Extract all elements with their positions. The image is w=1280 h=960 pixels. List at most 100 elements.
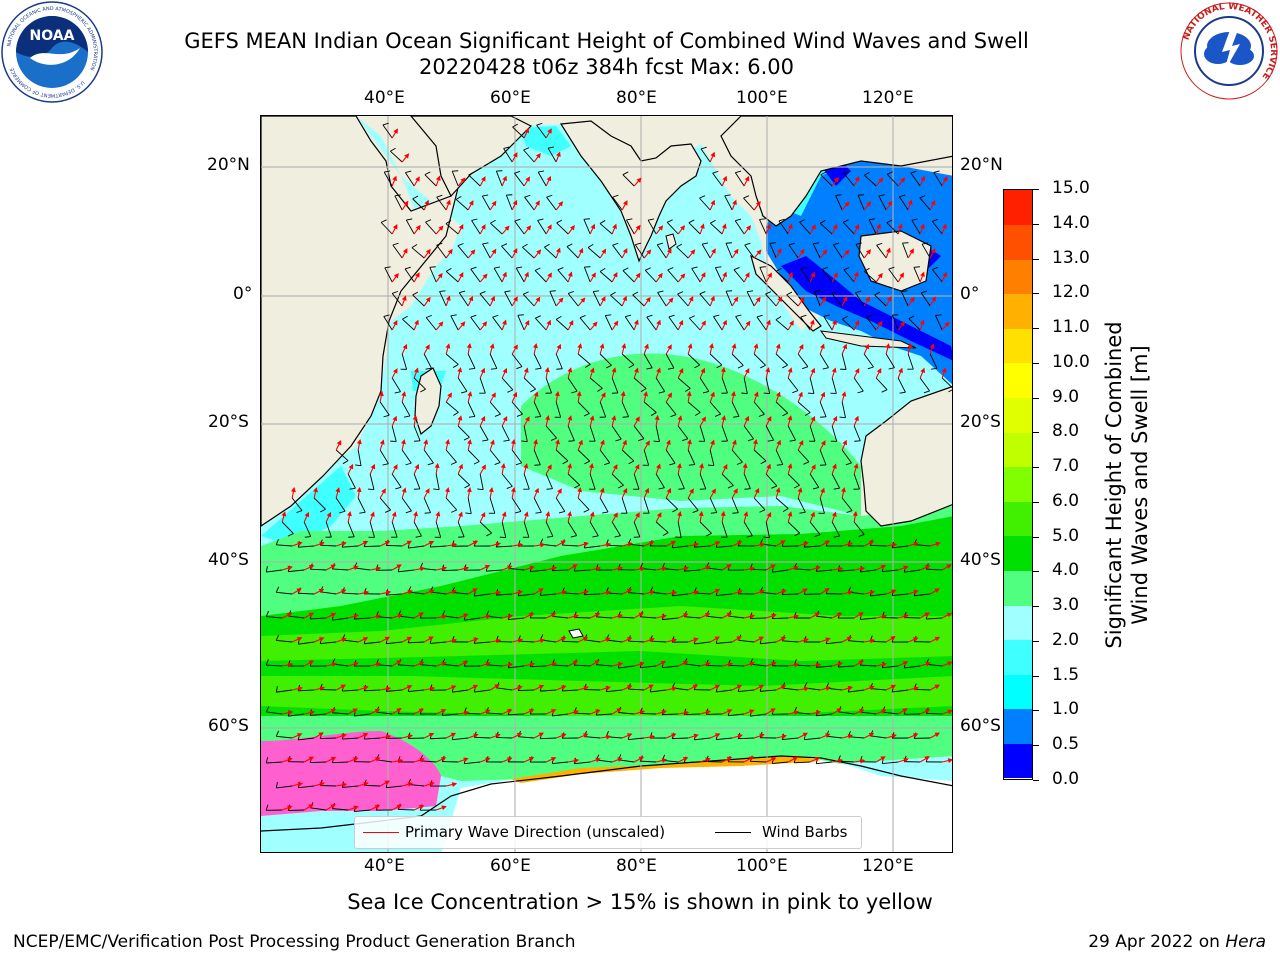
colorbar-tick-label: 6.0	[1052, 490, 1080, 511]
wind-barb	[621, 353, 635, 369]
wave-direction-arrowhead	[836, 708, 842, 713]
wave-direction-arrowhead	[841, 487, 846, 493]
wave-direction-arrowhead	[423, 439, 429, 445]
wave-direction-arrowhead	[722, 464, 728, 470]
wave-direction-arrowhead	[656, 367, 661, 373]
wind-barb	[818, 497, 825, 514]
wave-direction-arrowhead	[714, 541, 721, 546]
colorbar-segment	[1004, 743, 1032, 779]
wave-direction-arrowhead	[353, 661, 359, 667]
wave-direction-arrowhead	[573, 758, 580, 764]
wind-barb	[807, 377, 815, 394]
wind-barb	[457, 521, 465, 538]
wave-direction-arrowhead	[726, 612, 733, 618]
wave-direction-arrowhead	[375, 661, 381, 667]
wave-direction-arrowhead	[668, 297, 674, 303]
wave-direction-arrowhead	[517, 638, 524, 643]
colorbar-segment	[1004, 190, 1032, 226]
wave-direction-arrowhead	[749, 614, 756, 619]
wave-direction-arrowhead	[428, 540, 435, 546]
wind-barb	[533, 401, 542, 418]
wind-barb	[721, 521, 728, 538]
colorbar-segment	[1004, 362, 1032, 399]
wind-barb	[467, 401, 476, 418]
wind-barb	[535, 315, 547, 331]
wave-direction-arrowhead	[924, 612, 930, 617]
wave-direction-arrowhead	[406, 636, 413, 642]
wave-direction-arrowhead	[538, 684, 545, 690]
wind-barb	[921, 242, 931, 259]
java-land	[819, 330, 917, 349]
wind-barb	[555, 497, 566, 514]
wind-barb	[797, 401, 811, 416]
colorbar-tick-mark	[1033, 467, 1039, 469]
wind-barb	[567, 521, 578, 538]
wave-direction-arrowhead	[341, 589, 347, 594]
wave-direction-arrowhead	[802, 588, 808, 594]
wind-barb	[731, 401, 740, 418]
wave-direction-arrowhead	[406, 685, 413, 690]
wave-direction-arrowhead	[518, 542, 524, 548]
wave-direction-arrowhead	[810, 367, 816, 374]
wave-direction-arrowhead	[353, 565, 359, 571]
wind-barb	[840, 353, 847, 370]
lat-label-left-60s: 60°S	[208, 716, 249, 736]
wave-direction-arrowhead	[657, 272, 663, 279]
wind-barb	[753, 497, 766, 513]
wind-barb	[545, 377, 552, 394]
wind-barb	[583, 266, 591, 283]
colorbar-tick-label: 5.0	[1052, 525, 1080, 546]
wave-direction-arrowhead	[881, 662, 888, 668]
wave-direction-arrowhead	[384, 636, 391, 642]
wind-barb	[920, 290, 931, 307]
wave-direction-arrowhead	[902, 661, 909, 666]
wave-direction-arrowhead	[766, 319, 771, 325]
wind-barb	[665, 449, 676, 466]
wind-barb	[501, 425, 510, 442]
wind-barb	[676, 243, 689, 259]
wind-barb	[687, 449, 696, 466]
lon-label-top-40e: 40°E	[364, 88, 405, 108]
wind-barb	[547, 146, 557, 163]
wave-direction-arrowhead	[838, 566, 844, 572]
wave-direction-arrowhead	[353, 613, 359, 619]
wind-barb	[643, 353, 653, 370]
wave-direction-arrowhead	[424, 199, 429, 206]
wind-barb	[325, 521, 332, 538]
wind-barb	[724, 194, 733, 211]
wave-direction-arrowhead	[749, 661, 755, 667]
wave-direction-arrowhead	[891, 733, 897, 739]
wave-direction-arrowhead	[781, 734, 788, 740]
wave-direction-arrowhead	[877, 320, 883, 327]
wave-direction-arrowhead	[429, 686, 436, 692]
lat-label-left-20s: 20°S	[208, 412, 249, 432]
wind-barb	[401, 497, 412, 514]
wave-direction-arrowhead	[620, 390, 626, 397]
wind-barb	[347, 521, 355, 538]
wave-direction-legend-swatch	[363, 832, 399, 833]
wave-direction-arrowhead	[407, 781, 413, 787]
wave-direction-arrowhead	[556, 151, 561, 157]
wind-barb	[707, 449, 715, 466]
wave-direction-arrowhead	[480, 367, 486, 374]
wind-barb	[797, 449, 810, 465]
wave-direction-arrowhead	[502, 319, 507, 325]
wind-barb	[479, 521, 492, 537]
wind-barb	[809, 425, 816, 442]
wave-direction-arrowhead	[441, 661, 447, 667]
wind-barb	[504, 290, 513, 307]
wind-barb	[412, 291, 425, 307]
wave-direction-arrowhead	[425, 488, 430, 494]
wave-direction-arrowhead	[934, 732, 941, 738]
wave-direction-arrowhead	[623, 200, 628, 206]
wave-direction-arrowhead	[489, 439, 495, 445]
noaa-logo-text: NOAA	[30, 28, 75, 44]
wind-barb	[657, 290, 667, 307]
wind-barb	[589, 521, 599, 538]
wind-barb	[275, 539, 293, 547]
wave-direction-arrowhead	[308, 756, 315, 762]
wind-barb	[275, 730, 293, 739]
wave-direction-arrowhead	[946, 564, 952, 569]
wave-direction-arrowhead	[341, 733, 347, 739]
wave-direction-arrowhead	[412, 414, 418, 421]
